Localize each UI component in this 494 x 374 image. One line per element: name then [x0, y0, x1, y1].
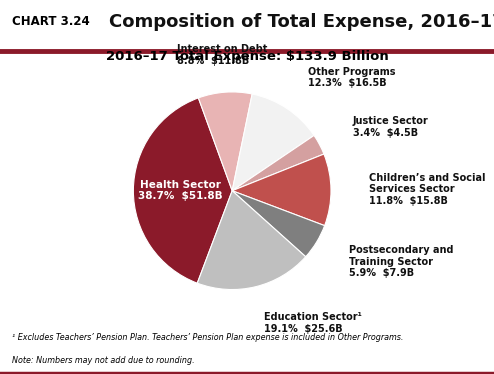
Text: ¹ Excludes Teachers’ Pension Plan. Teachers’ Pension Plan expense is included in: ¹ Excludes Teachers’ Pension Plan. Teach… — [12, 333, 404, 342]
Text: Justice Sector
3.4%  $4.5B: Justice Sector 3.4% $4.5B — [353, 116, 428, 138]
Text: Children’s and Social
Services Sector
11.8%  $15.8B: Children’s and Social Services Sector 11… — [369, 173, 485, 206]
Text: Health Sector
38.7%  $51.8B: Health Sector 38.7% $51.8B — [138, 180, 223, 201]
Wedge shape — [197, 191, 306, 289]
Wedge shape — [133, 98, 232, 283]
Text: Education Sector¹
19.1%  $25.6B: Education Sector¹ 19.1% $25.6B — [264, 312, 362, 334]
Text: Note: Numbers may not add due to rounding.: Note: Numbers may not add due to roundin… — [12, 356, 195, 365]
Text: Composition of Total Expense, 2016–17: Composition of Total Expense, 2016–17 — [109, 13, 494, 31]
Text: 2016–17 Total Expense: $133.9 Billion: 2016–17 Total Expense: $133.9 Billion — [106, 50, 388, 62]
Wedge shape — [232, 135, 324, 191]
Wedge shape — [232, 154, 331, 226]
Wedge shape — [232, 94, 314, 191]
Wedge shape — [199, 92, 252, 191]
Text: Postsecondary and
Training Sector
5.9%  $7.9B: Postsecondary and Training Sector 5.9% $… — [349, 245, 453, 278]
Text: Interest on Debt
8.8%  $11.8B: Interest on Debt 8.8% $11.8B — [177, 44, 267, 65]
Text: Other Programs
12.3%  $16.5B: Other Programs 12.3% $16.5B — [308, 67, 396, 88]
Wedge shape — [232, 191, 325, 257]
Text: CHART 3.24: CHART 3.24 — [12, 15, 90, 28]
